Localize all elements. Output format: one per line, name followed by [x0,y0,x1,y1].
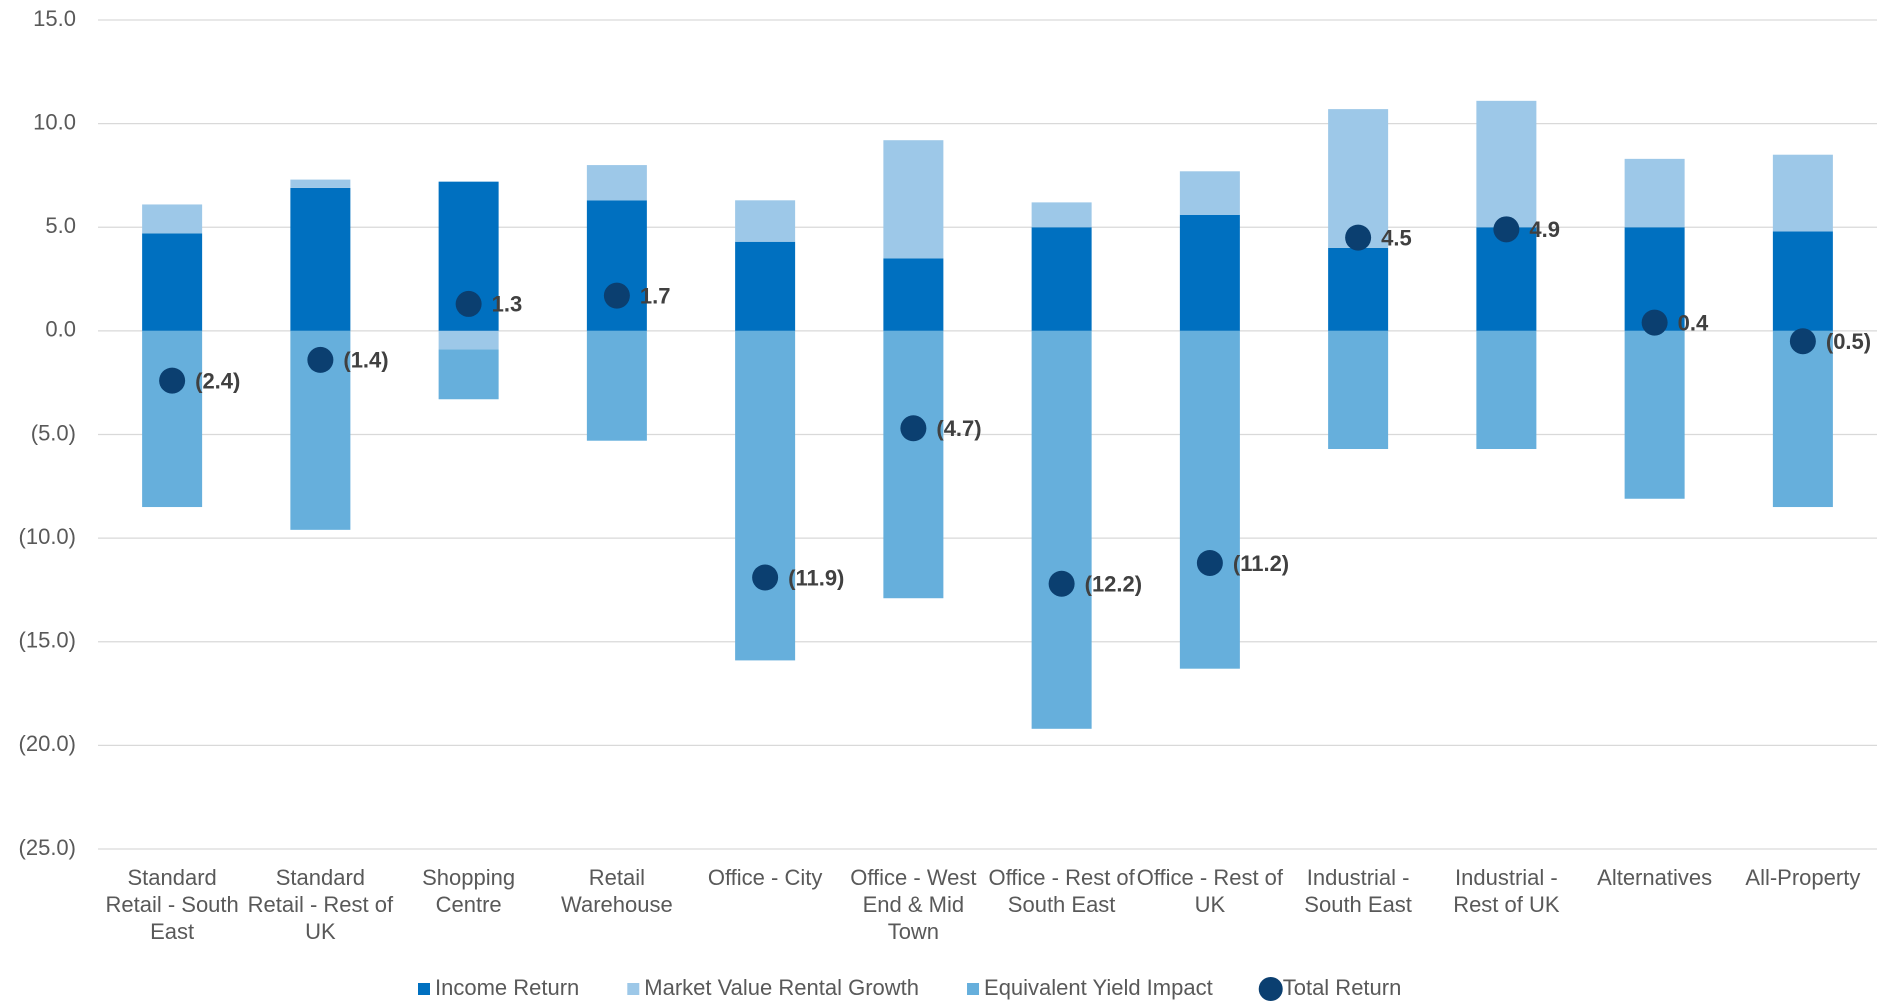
total-return-dot [159,367,186,394]
data-label: (12.2) [1085,572,1142,597]
x-tick-label: Office - Rest of South East [988,865,1135,917]
bar [290,187,351,331]
legend-marker [418,983,430,995]
y-tick-label: (25.0) [19,835,76,860]
bar [1624,330,1685,499]
total-return-dot [603,282,630,309]
legend-marker [967,983,980,995]
bar [735,330,796,661]
bar [1031,202,1092,228]
total-return-dot [1048,570,1075,597]
x-tick-label: Standard Retail - South East [105,865,239,944]
bar [1328,247,1389,331]
y-tick-label: 5.0 [45,213,76,238]
total-return-dot [307,346,334,373]
bar [1031,227,1092,331]
bar [883,140,944,259]
y-tick-label: 0.0 [45,317,76,342]
bar [1772,330,1833,508]
data-label: (4.7) [936,416,981,441]
data-label: (1.4) [343,348,388,373]
bar [586,330,647,441]
total-return-dot [1196,549,1223,576]
bar [586,165,647,201]
data-label: 1.3 [492,292,523,317]
total-return-dot [1493,216,1520,243]
x-tick-label: All-Property [1745,865,1861,890]
x-tick-label: Office - West End & Mid Town [850,865,977,944]
data-label: (11.2) [1233,551,1289,576]
total-return-dot [1641,309,1668,336]
data-label: (2.4) [195,368,240,393]
total-return-dot [1345,224,1372,251]
bar [1772,231,1833,331]
legend-label: Equivalent Yield Impact [984,975,1213,1000]
y-tick-label: (5.0) [31,420,76,445]
x-tick-label: Alternatives [1597,865,1713,890]
legend-label: Income Return [435,975,579,1000]
bar [586,200,647,331]
grid [98,19,1877,850]
legend-label: Total Return [1283,975,1402,1000]
bar [1328,330,1389,450]
x-tick-label: Retail Warehouse [561,865,673,917]
y-tick-label: (20.0) [19,731,76,756]
data-label: 1.7 [640,283,671,308]
bar [142,330,203,508]
data-label: 4.9 [1529,217,1560,242]
data-label: 0.4 [1678,310,1709,335]
bar [1476,227,1537,331]
bar [438,349,499,400]
bar [1179,171,1240,215]
bar [735,200,796,242]
legend-marker [627,983,640,995]
x-tick-label: Office - Rest of UK [1136,865,1284,917]
data-label: (11.9) [788,565,844,590]
y-tick-label: 15.0 [33,6,76,31]
bar [883,330,944,599]
bar [142,233,203,331]
x-tick-label: Standard Retail - Rest of UK [247,865,394,944]
bar [883,258,944,331]
x-tick-label: Office - City [707,865,823,890]
data-label: 4.5 [1381,225,1412,250]
bar [1476,330,1537,450]
x-tick-label: Industrial - South East [1304,865,1412,917]
x-tick-label: Industrial - Rest of UK [1453,865,1560,917]
total-return-dot [455,290,482,317]
y-tick-label: (15.0) [19,628,76,653]
y-tick-label: (10.0) [19,524,76,549]
total-return-dot [752,564,779,591]
bar [1624,158,1685,228]
legend-label: Market Value Rental Growth [644,975,919,1000]
bar [1031,330,1092,729]
bar [1772,154,1833,232]
legend-marker [1258,977,1283,1001]
bar [438,330,499,350]
bar [735,241,796,331]
bar [1179,330,1240,669]
y-tick-label: 10.0 [33,109,76,134]
bar [142,204,203,234]
data-label: (0.5) [1826,329,1871,354]
total-return-dot [1789,328,1816,355]
x-tick-label: Shopping Centre [422,865,516,917]
total-return-dot [900,415,927,442]
bar [1179,214,1240,331]
bar [290,179,351,188]
bar [1476,100,1537,228]
